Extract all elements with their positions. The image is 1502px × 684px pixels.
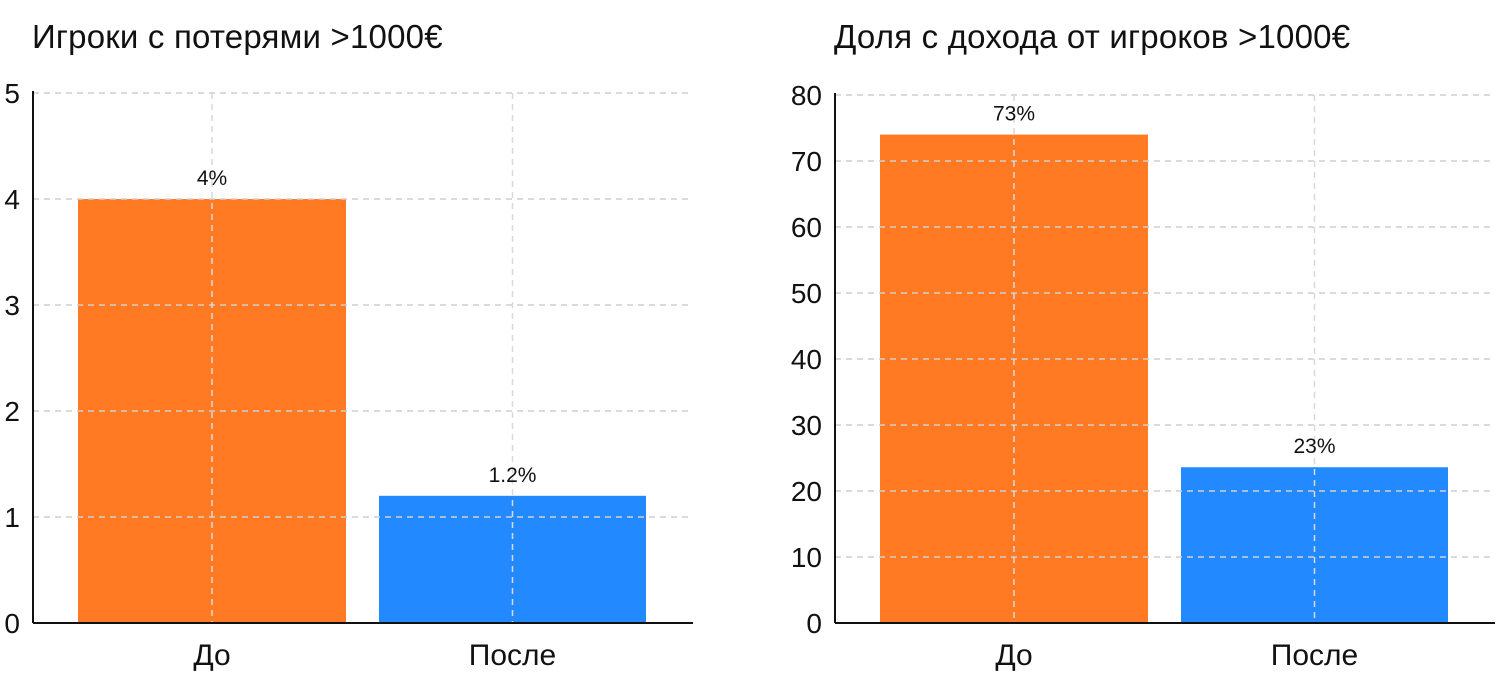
y-tick-label: 1	[4, 502, 20, 533]
chart-losses: 0 1 2 3 4 5 4% 1.2% До После	[4, 78, 693, 672]
y-tick-label: 60	[791, 212, 822, 243]
y-tick-label: 70	[791, 146, 822, 177]
x-category-label: До	[193, 639, 230, 672]
y-tick-label: 0	[4, 608, 20, 639]
data-label: 73%	[993, 103, 1035, 126]
chart-title-losses: Игроки с потерями >1000€	[32, 18, 443, 55]
chart-title-revenue-share: Доля с дохода от игроков >1000€	[834, 18, 1351, 55]
y-tick-label: 4	[4, 184, 20, 215]
x-category-label: До	[995, 639, 1032, 672]
y-tick-label: 2	[4, 396, 20, 427]
y-tick-label: 0	[806, 608, 822, 639]
y-tick-label: 50	[791, 278, 822, 309]
data-label: 23%	[1293, 435, 1335, 458]
data-label: 4%	[197, 167, 227, 190]
data-label: 1.2%	[489, 464, 537, 487]
y-tick-label: 5	[4, 78, 20, 109]
y-tick-label: 30	[791, 410, 822, 441]
x-category-label: После	[469, 639, 556, 672]
y-tick-label: 40	[791, 344, 822, 375]
y-tick-label: 80	[791, 80, 822, 111]
y-tick-label: 3	[4, 290, 20, 321]
chart-revenue-share: 0 10 20 30 40 50 60 70 80 73% 23% До После	[791, 80, 1495, 672]
y-tick-label: 10	[791, 542, 822, 573]
y-tick-label: 20	[791, 476, 822, 507]
x-category-label: После	[1271, 639, 1358, 672]
